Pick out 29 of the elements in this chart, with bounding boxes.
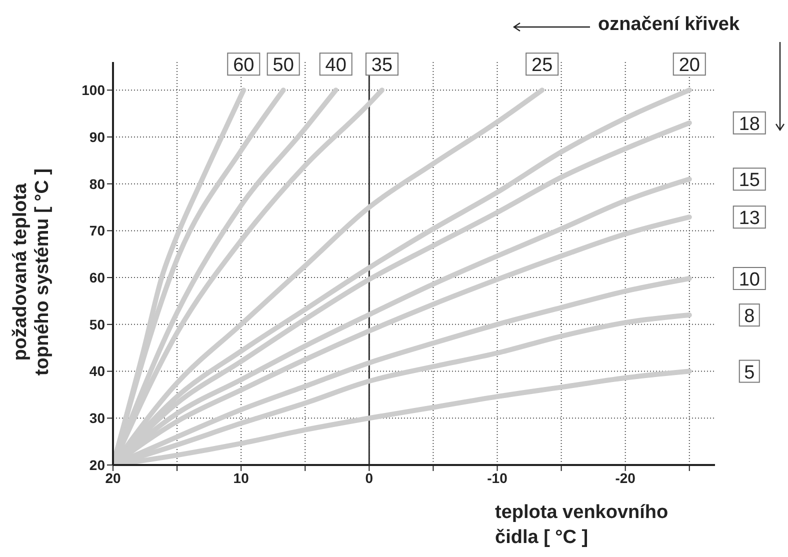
text: 5 <box>744 362 755 384</box>
y-tick-label: 70 <box>89 222 106 239</box>
text: 8 <box>744 306 755 328</box>
y-tick-label: 50 <box>89 316 106 332</box>
series-label: 20 <box>678 55 700 76</box>
y-tick-label: 100 <box>82 82 106 98</box>
y-tick-label: 40 <box>89 363 106 380</box>
text: 10 <box>738 269 760 290</box>
x-tick-label: 0 <box>365 470 374 486</box>
series-label: 25 <box>532 55 553 76</box>
series-label: 35 <box>371 55 393 76</box>
text: 13 <box>738 208 760 230</box>
x-tick-label: -20 <box>615 470 636 486</box>
y-tick-label: 30 <box>89 410 106 426</box>
series-label: 50 <box>272 55 294 76</box>
x-axis-title: teplota venkovního čidla [ °C ] <box>495 501 670 550</box>
text: 15 <box>738 170 760 192</box>
y-axis-title: požadovaná teplota topného systému [ °C ] <box>10 167 54 378</box>
series-label: 60 <box>233 55 254 76</box>
text: označení křivek <box>598 14 740 36</box>
text: 18 <box>738 114 760 135</box>
y-tick-label: 90 <box>89 128 106 145</box>
x-tick-label: 20 <box>105 470 121 486</box>
x-tick-label: 10 <box>233 470 250 486</box>
x-tick-label: -10 <box>487 470 508 486</box>
y-tick-label: 80 <box>89 176 106 192</box>
y-tick-label: 60 <box>89 270 106 286</box>
y-tick-label: 20 <box>89 456 106 473</box>
series-label: 40 <box>325 55 346 76</box>
